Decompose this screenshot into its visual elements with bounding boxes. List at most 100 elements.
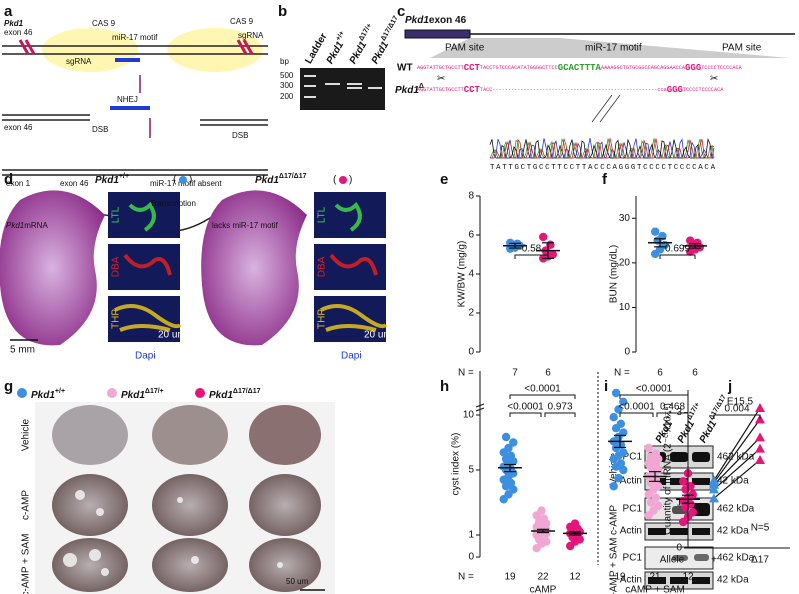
label: 42 kDa — [717, 575, 749, 586]
panel-label: i — [604, 378, 608, 395]
seq-part: GGG — [667, 85, 683, 95]
y-tick-label: 4 — [468, 269, 474, 280]
label: Actin — [620, 575, 642, 586]
label: DSB — [232, 131, 248, 140]
n-value: 12 — [569, 572, 581, 583]
gel-bands — [304, 75, 382, 98]
y-tick-label: 8 — [468, 191, 474, 202]
label: ) — [349, 175, 352, 186]
label: PC1 — [623, 553, 643, 564]
data-point — [755, 454, 765, 464]
data-point — [614, 405, 623, 414]
allele: +/+ — [335, 30, 346, 42]
p-value: <0.0001 — [636, 384, 673, 395]
y-tick-label: 6 — [468, 230, 474, 241]
panel-label: g — [4, 378, 13, 395]
organoid-images — [35, 402, 335, 594]
gene: Pkd1 — [209, 390, 233, 401]
p-value: 0.004 — [724, 404, 749, 415]
label: exon 46 — [4, 28, 33, 37]
label: exon 1 — [6, 179, 31, 188]
chart-title: E15.5 — [727, 397, 754, 408]
genotype-label: Pkd1+/+ — [31, 388, 65, 401]
pair-line — [713, 418, 761, 483]
n-value: 7 — [512, 368, 518, 379]
label: c-AMP — [609, 505, 620, 535]
seq-part: GCACTTTA — [558, 63, 602, 73]
data-point — [644, 443, 653, 453]
label: LTL — [111, 206, 122, 223]
comparison-bracket — [659, 254, 696, 259]
axis-break — [475, 403, 485, 412]
y-axis-label: cyst index (%) — [451, 433, 462, 496]
y-tick-label: 20 — [619, 257, 631, 268]
n-label: N=5 — [751, 523, 770, 534]
n-value: 6 — [692, 368, 698, 379]
comparison-bracket — [514, 254, 549, 259]
chromatogram — [490, 138, 715, 159]
comparison-bracket — [509, 394, 576, 399]
label: 50 um — [286, 577, 309, 586]
data-point — [654, 482, 663, 491]
y-tick-label: 10 — [463, 410, 475, 421]
mutant-label: Pkd1Δ — [395, 83, 424, 96]
p-value: 0.973 — [547, 402, 572, 413]
label: 462 kDa — [717, 504, 755, 515]
label: LTL — [317, 206, 328, 223]
data-point — [651, 449, 661, 458]
label: PAM site — [722, 43, 762, 54]
panel-label: d — [4, 171, 13, 188]
sup: Δ — [419, 83, 424, 90]
panel-label: j — [727, 378, 732, 395]
data-point — [686, 482, 695, 491]
label: exon 46 — [4, 123, 33, 132]
data-point — [501, 432, 511, 442]
label: 42 kDa — [717, 526, 749, 537]
data-point — [616, 419, 626, 428]
label: sgRNA — [66, 57, 92, 66]
p-value: <0.0001 — [507, 402, 544, 413]
panel-label: b — [278, 3, 287, 20]
label: 300 — [280, 81, 294, 90]
exon: exon 46 — [429, 15, 467, 26]
label: THP — [111, 309, 122, 329]
y-axis-label: KW/BW (mg/g) — [457, 241, 468, 308]
data-point — [709, 493, 719, 503]
scissors: ✂ — [710, 74, 718, 85]
label: Dapi — [341, 351, 362, 362]
data-point — [651, 227, 660, 236]
allele: +/+ — [664, 409, 675, 421]
p-value: 0.699 — [665, 244, 690, 255]
seq-part: AGGTATTGCTGCCTT — [417, 87, 464, 93]
label: TATTGCTGCCTTCCTTACCCAGGGTCCCCTCCCCACA — [490, 164, 716, 172]
label: 20 um — [364, 330, 392, 341]
p-value: 0.468 — [660, 402, 685, 413]
data-point — [755, 443, 765, 453]
label: Actin — [620, 476, 642, 487]
label: THP — [317, 309, 328, 329]
y-tick-label: 10 — [619, 302, 631, 313]
section-label: cAMP — [530, 585, 557, 594]
comparison-bracket — [619, 412, 654, 417]
label: 500 — [280, 71, 294, 80]
data-point — [506, 478, 516, 488]
data-point — [548, 250, 557, 259]
data-point — [619, 397, 628, 406]
n-label: N = — [458, 368, 474, 379]
genotype-label: Pkd1Δ17/+ — [121, 388, 164, 401]
seq-part: cca — [657, 87, 666, 93]
x-tick-label: + — [711, 555, 717, 566]
pair-line — [713, 448, 761, 490]
comparison-bracket — [619, 394, 689, 399]
label: bp — [280, 57, 289, 66]
gene: Pkd1 — [369, 39, 391, 66]
n-value: 6 — [545, 368, 551, 379]
label: Actin — [620, 526, 642, 537]
label: 462 kDa — [717, 452, 755, 463]
seq-part: TCCCCTCCCCACA — [701, 65, 742, 71]
allele: Δ17/Δ17 — [279, 173, 307, 180]
genotype-dot — [339, 176, 347, 184]
data-point — [755, 432, 765, 442]
n-label: N = — [458, 572, 474, 583]
